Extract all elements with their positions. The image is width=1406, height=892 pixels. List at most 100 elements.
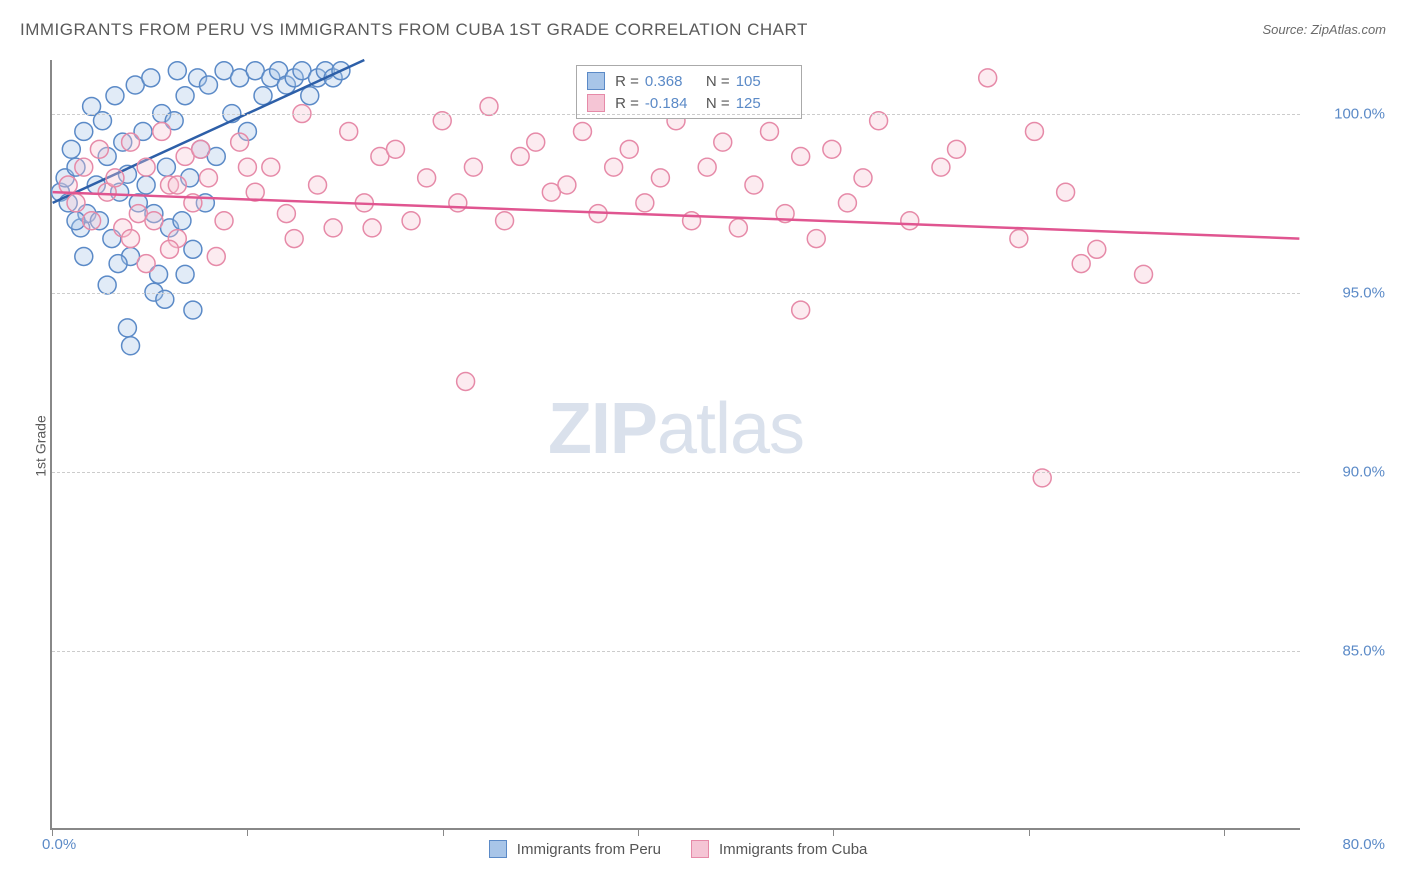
data-point bbox=[558, 176, 576, 194]
data-point bbox=[574, 122, 592, 140]
n-value: 105 bbox=[736, 73, 791, 90]
legend-swatch bbox=[587, 72, 605, 90]
y-tick-label: 85.0% bbox=[1342, 642, 1385, 659]
y-tick-label: 100.0% bbox=[1334, 105, 1385, 122]
data-point bbox=[153, 122, 171, 140]
data-point bbox=[98, 276, 116, 294]
x-tick bbox=[638, 828, 639, 836]
data-point bbox=[122, 230, 140, 248]
data-point bbox=[854, 169, 872, 187]
data-point bbox=[83, 212, 101, 230]
r-label: R = bbox=[615, 95, 639, 112]
data-point bbox=[285, 230, 303, 248]
legend-label-peru: Immigrants from Peru bbox=[517, 841, 661, 858]
data-point bbox=[496, 212, 514, 230]
x-tick bbox=[1029, 828, 1030, 836]
data-point bbox=[807, 230, 825, 248]
data-point bbox=[527, 133, 545, 151]
data-point bbox=[418, 169, 436, 187]
data-point bbox=[402, 212, 420, 230]
scatter-svg bbox=[52, 60, 1300, 828]
swatch-cuba bbox=[691, 840, 709, 858]
data-point bbox=[176, 265, 194, 283]
source-attribution: Source: ZipAtlas.com bbox=[1262, 22, 1386, 37]
data-point bbox=[62, 140, 80, 158]
data-point bbox=[67, 194, 85, 212]
gridline bbox=[52, 651, 1300, 652]
data-point bbox=[901, 212, 919, 230]
data-point bbox=[106, 87, 124, 105]
data-point bbox=[75, 247, 93, 265]
data-point bbox=[363, 219, 381, 237]
r-value: -0.184 bbox=[645, 95, 700, 112]
data-point bbox=[979, 69, 997, 87]
data-point bbox=[90, 140, 108, 158]
data-point bbox=[142, 69, 160, 87]
data-point bbox=[340, 122, 358, 140]
data-point bbox=[168, 176, 186, 194]
data-point bbox=[457, 373, 475, 391]
y-tick-label: 90.0% bbox=[1342, 463, 1385, 480]
correlation-legend: R =0.368N =105R =-0.184N =125 bbox=[576, 65, 802, 119]
data-point bbox=[480, 97, 498, 115]
data-point bbox=[145, 212, 163, 230]
r-label: R = bbox=[615, 73, 639, 90]
legend-row: R =-0.184N =125 bbox=[587, 92, 791, 114]
data-point bbox=[1088, 240, 1106, 258]
data-point bbox=[262, 158, 280, 176]
data-point bbox=[838, 194, 856, 212]
data-point bbox=[309, 176, 327, 194]
data-point bbox=[1057, 183, 1075, 201]
data-point bbox=[199, 169, 217, 187]
x-axis-max-label: 80.0% bbox=[1342, 836, 1385, 853]
data-point bbox=[636, 194, 654, 212]
data-point bbox=[683, 212, 701, 230]
data-point bbox=[1025, 122, 1043, 140]
data-point bbox=[301, 87, 319, 105]
x-tick bbox=[833, 828, 834, 836]
data-point bbox=[1010, 230, 1028, 248]
data-point bbox=[932, 158, 950, 176]
data-point bbox=[173, 212, 191, 230]
data-point bbox=[745, 176, 763, 194]
legend-item-peru: Immigrants from Peru bbox=[489, 840, 661, 858]
data-point bbox=[157, 158, 175, 176]
data-point bbox=[106, 169, 124, 187]
x-tick bbox=[443, 828, 444, 836]
gridline bbox=[52, 472, 1300, 473]
x-tick bbox=[52, 828, 53, 836]
data-point bbox=[137, 158, 155, 176]
legend-label-cuba: Immigrants from Cuba bbox=[719, 841, 867, 858]
gridline bbox=[52, 293, 1300, 294]
data-point bbox=[387, 140, 405, 158]
data-point bbox=[192, 140, 210, 158]
data-point bbox=[122, 133, 140, 151]
data-point bbox=[207, 247, 225, 265]
data-point bbox=[729, 219, 747, 237]
gridline bbox=[52, 114, 1300, 115]
data-point bbox=[1135, 265, 1153, 283]
data-point bbox=[714, 133, 732, 151]
data-point bbox=[184, 240, 202, 258]
x-tick bbox=[1224, 828, 1225, 836]
legend-item-cuba: Immigrants from Cuba bbox=[691, 840, 867, 858]
data-point bbox=[137, 176, 155, 194]
data-point bbox=[109, 255, 127, 273]
data-point bbox=[238, 158, 256, 176]
data-point bbox=[137, 255, 155, 273]
x-axis-min-label: 0.0% bbox=[42, 836, 76, 853]
data-point bbox=[761, 122, 779, 140]
data-point bbox=[215, 212, 233, 230]
data-point bbox=[449, 194, 467, 212]
data-point bbox=[651, 169, 669, 187]
trend-line bbox=[53, 192, 1300, 238]
data-point bbox=[324, 219, 342, 237]
data-point bbox=[464, 158, 482, 176]
data-point bbox=[620, 140, 638, 158]
data-point bbox=[948, 140, 966, 158]
data-point bbox=[823, 140, 841, 158]
swatch-peru bbox=[489, 840, 507, 858]
data-point bbox=[176, 87, 194, 105]
data-point bbox=[792, 147, 810, 165]
data-point bbox=[122, 337, 140, 355]
